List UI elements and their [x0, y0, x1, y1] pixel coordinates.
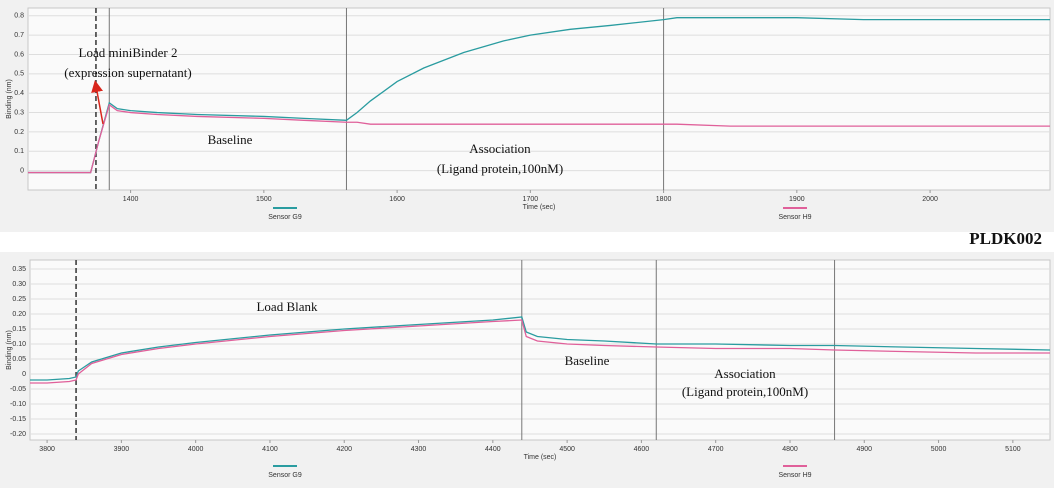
legend-label: Sensor G9 [268, 472, 302, 479]
y-tick-label: 0.25 [12, 296, 26, 303]
y-tick-label: 0.8 [14, 13, 24, 20]
x-tick-label: 1700 [523, 196, 539, 203]
y-axis-label: Binding (nm) [6, 79, 13, 119]
x-tick-label: 5000 [931, 446, 947, 453]
y-tick-label: 0 [22, 371, 26, 378]
x-tick-label: 4300 [411, 446, 427, 453]
annotation: Load Blank [256, 299, 318, 314]
y-tick-label: 0.35 [12, 266, 26, 273]
plot-area [29, 259, 1051, 441]
chart: 0 0.1 0.2 0.3 0.4 0.5 0.6 0.7 0.8 1400 1500 1600 170… [6, 7, 1051, 221]
x-tick-label: 4600 [634, 446, 650, 453]
x-tick-label: 4000 [188, 446, 204, 453]
annotation: Association [714, 366, 776, 381]
x-tick-label: 1500 [256, 196, 272, 203]
y-tick-label: 0.30 [12, 281, 26, 288]
annotation: Load miniBinder 2 [79, 45, 178, 60]
x-tick-label: 3900 [114, 446, 130, 453]
figure-label: PLDK002 [969, 229, 1042, 248]
y-tick-label: 0.20 [12, 311, 26, 318]
series-line [30, 319, 1050, 384]
annotation: (expression supernatant) [64, 65, 191, 80]
annotation: Baseline [208, 132, 253, 147]
x-tick-label: 1900 [789, 196, 805, 203]
x-tick-label: 4900 [856, 446, 872, 453]
annotation: (Ligand protein,100nM) [437, 161, 563, 176]
x-tick-label: 4500 [559, 446, 575, 453]
x-tick-label: 3800 [39, 446, 55, 453]
y-tick-label: 0.2 [14, 129, 24, 136]
x-tick-label: 4200 [336, 446, 352, 453]
x-tick-label: 1800 [656, 196, 672, 203]
x-tick-label: 4100 [262, 446, 278, 453]
y-tick-label: -0.20 [10, 431, 26, 438]
annotation: Baseline [565, 353, 610, 368]
chart: 0.35 0.30 0.25 0.20 0.15 0.10 0.05 0 -0.05 -0.10 -… [6, 259, 1051, 479]
series-line [28, 103, 1050, 174]
y-tick-label: -0.15 [10, 416, 26, 423]
plot-area [27, 7, 1051, 191]
annotation: (Ligand protein,100nM) [682, 384, 808, 399]
x-tick-label: 2000 [922, 196, 938, 203]
y-tick-label: 0 [20, 167, 24, 174]
series-line [30, 316, 1051, 381]
legend-label: Sensor G9 [268, 214, 302, 221]
y-tick-label: 0.6 [14, 51, 24, 58]
x-tick-label: 5100 [1005, 446, 1021, 453]
x-axis-label: Time (sec) [524, 454, 557, 461]
y-tick-label: 0.10 [12, 341, 26, 348]
legend-label: Sensor H9 [778, 214, 811, 221]
x-tick-label: 1600 [389, 196, 405, 203]
y-tick-label: 0.05 [12, 356, 26, 363]
y-tick-label: 0.4 [14, 90, 24, 97]
y-tick-label: 0.7 [14, 32, 24, 39]
y-tick-label: 0.1 [14, 148, 24, 155]
x-tick-label: 4700 [708, 446, 724, 453]
y-tick-label: -0.05 [10, 386, 26, 393]
y-tick-label: 0.3 [14, 109, 24, 116]
y-axis-label: Binding (nm) [6, 330, 13, 370]
annotation: Association [469, 141, 531, 156]
legend-label: Sensor H9 [778, 472, 811, 479]
x-tick-label: 1400 [123, 196, 139, 203]
annotation-arrow [91, 80, 104, 125]
x-axis-label: Time (sec) [523, 204, 556, 211]
y-tick-label: 0.5 [14, 71, 24, 78]
y-tick-label: 0.15 [12, 326, 26, 333]
x-tick-label: 4800 [782, 446, 798, 453]
y-tick-label: -0.10 [10, 401, 26, 408]
x-tick-label: 4400 [485, 446, 501, 453]
